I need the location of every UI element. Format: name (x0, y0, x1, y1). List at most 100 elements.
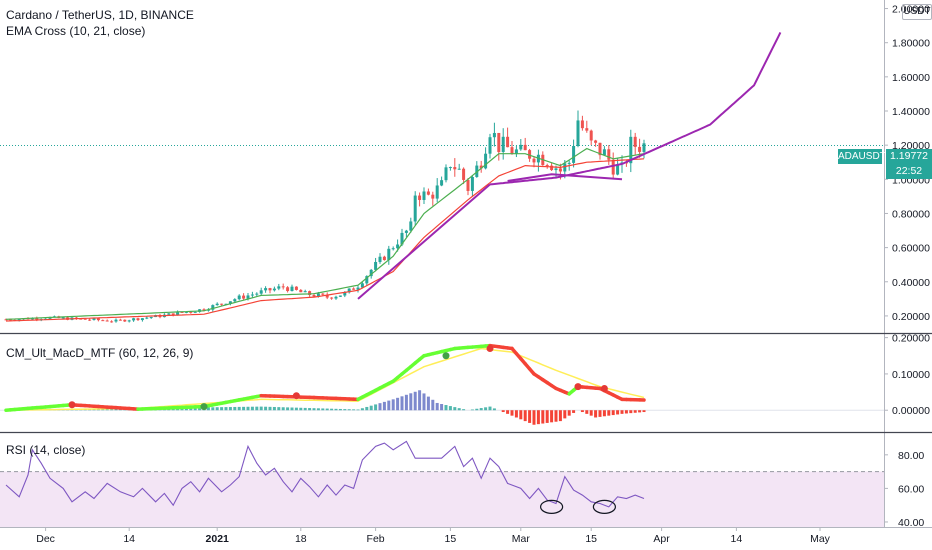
candle-body (611, 159, 615, 175)
macd-histogram-bar (360, 408, 364, 411)
macd-cross-marker (574, 383, 582, 391)
candle-body (462, 168, 466, 180)
macd-histogram-bar (281, 407, 285, 411)
candle-body (360, 283, 364, 288)
macd-histogram-bar (572, 410, 576, 413)
macd-histogram-bar (602, 410, 606, 417)
candle-body (149, 317, 153, 319)
candle-body (567, 162, 571, 164)
macd-histogram-bar (382, 401, 386, 411)
macd-histogram-bar (510, 410, 514, 416)
symbol-tag: ADAUSDT (838, 149, 886, 164)
macd-histogram-bar (585, 410, 589, 414)
macd-histogram-bar (365, 406, 369, 411)
macd-histogram-bar (409, 393, 413, 411)
macd-histogram-bar (215, 407, 219, 411)
price-axis-label: 0.60000 (892, 243, 930, 255)
candle-body (184, 311, 188, 313)
candle-body (290, 286, 294, 292)
candle-body (338, 295, 342, 297)
candle-body (501, 136, 505, 152)
candle-body (132, 318, 136, 321)
candle-body (281, 286, 285, 288)
candle-body (294, 286, 298, 290)
candle-body (123, 319, 127, 322)
candle-body (378, 256, 382, 262)
macd-histogram-bar (558, 410, 562, 422)
candle-body (255, 293, 259, 295)
candle-body (202, 309, 206, 311)
price-axis-label: 1.60000 (892, 72, 930, 84)
macd-histogram-bar (198, 407, 202, 411)
candle-body (418, 195, 422, 200)
macd-histogram-bar (638, 410, 642, 413)
macd-histogram-bar (206, 407, 210, 411)
candle-body (585, 128, 589, 131)
candle-body (594, 140, 598, 143)
price-axis-label: 1.80000 (892, 38, 930, 50)
projection-curve (489, 31, 782, 186)
candle-body (167, 313, 171, 315)
macd-histogram-bar (532, 410, 536, 425)
ema-fast-line (5, 147, 645, 320)
macd-histogram-bar (413, 391, 417, 411)
price-axis-bg (884, 0, 932, 550)
macd-histogram-bar (545, 410, 549, 423)
price-axis-label: 0.80000 (892, 208, 930, 220)
candle-body (554, 168, 558, 171)
rsi-axis-label: 60.00 (898, 483, 924, 495)
macd-histogram-bar (470, 409, 474, 411)
macd-histogram-bar (567, 410, 571, 416)
currency-badge[interactable]: USDT (902, 4, 932, 20)
candle-body (92, 318, 96, 320)
candle-body (440, 180, 444, 186)
candle-body (532, 158, 536, 163)
candle-body (422, 191, 426, 200)
candle-body (118, 319, 122, 321)
candle-body (299, 289, 303, 293)
macd-histogram-bar (369, 405, 373, 411)
candle-body (374, 261, 378, 270)
candle-body (145, 317, 149, 319)
rsi-annotation-circle (592, 499, 617, 514)
candle-body (400, 232, 404, 245)
candle-body (444, 167, 448, 181)
macd-histogram-bar (501, 410, 505, 413)
macd-histogram-bar (378, 403, 382, 411)
candle-body (602, 149, 606, 156)
macd-axis-label: 0.00000 (892, 405, 930, 417)
macd-histogram-bar (334, 408, 338, 411)
bar-countdown: 22:52 (895, 165, 923, 177)
macd-histogram-bar (308, 408, 312, 411)
macd-histogram-bar (616, 410, 620, 415)
macd-histogram-bar (523, 410, 527, 422)
time-axis-label: Dec (36, 533, 55, 545)
last-price-value: 1.19772 (890, 150, 928, 162)
candle-body (228, 301, 232, 304)
candle-body (105, 320, 109, 322)
rsi-axis-label: 80.00 (898, 450, 924, 462)
macd-label[interactable]: CM_Ult_MacD_MTF (60, 12, 26, 9) (6, 346, 194, 360)
candle-body (101, 320, 105, 322)
candle-body (426, 191, 430, 195)
candle-body (272, 288, 276, 291)
candle-body (211, 305, 215, 310)
macd-histogram-bar (387, 400, 391, 411)
candle-body (286, 287, 290, 292)
candle-body (343, 292, 347, 296)
candle-body (642, 143, 646, 152)
rsi-label[interactable]: RSI (14, close) (6, 443, 86, 457)
macd-histogram-bar (611, 410, 615, 416)
macd-histogram-bar (325, 408, 329, 411)
candle-body (466, 179, 470, 191)
candle-body (580, 120, 584, 129)
ema-label[interactable]: EMA Cross (10, 21, close) (6, 24, 146, 38)
macd-histogram-bar (541, 410, 545, 424)
macd-histogram-bar (488, 406, 492, 411)
macd-cross-marker (68, 401, 76, 409)
candle-body (176, 311, 180, 316)
macd-histogram-bar (633, 410, 637, 413)
time-axis-label: Feb (367, 533, 385, 545)
macd-histogram-bar (422, 393, 426, 411)
